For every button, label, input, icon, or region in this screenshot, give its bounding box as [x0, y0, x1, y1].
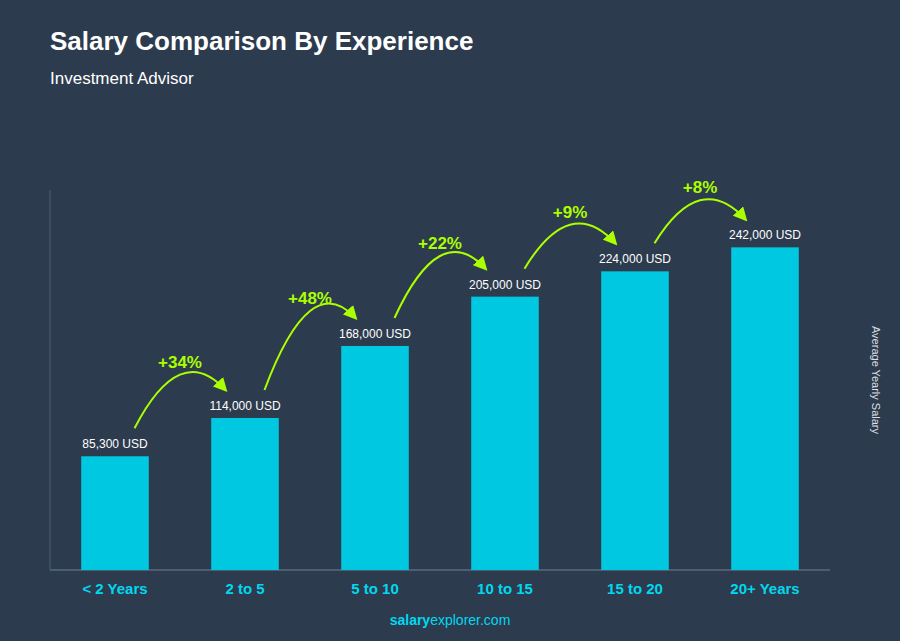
change-label: +22% — [418, 234, 462, 253]
x-axis-line — [50, 570, 830, 571]
chart-svg: Salary Comparison By Experience Investmen… — [0, 0, 900, 641]
value-label: 168,000 USD — [339, 327, 411, 341]
value-label: 114,000 USD — [209, 399, 280, 413]
x-tick-label: 2 to 5 — [225, 580, 264, 597]
chart-container: Salary Comparison By Experience Investmen… — [0, 0, 900, 641]
subtitle: Investment Advisor — [50, 69, 194, 88]
bar — [341, 346, 409, 570]
bar — [81, 456, 149, 570]
change-arrow — [135, 372, 226, 428]
x-tick-label: 5 to 10 — [351, 580, 399, 597]
change-arrow — [655, 199, 746, 243]
background — [0, 0, 900, 641]
watermark: salaryexplorer.com — [390, 612, 511, 628]
change-label: +9% — [553, 203, 588, 222]
title: Salary Comparison By Experience — [50, 26, 473, 56]
y-axis-label: Average Yearly Salary — [870, 326, 882, 435]
bar — [601, 271, 669, 570]
change-label: +8% — [683, 178, 718, 197]
bar — [211, 418, 279, 570]
change-arrow — [265, 303, 356, 390]
bar — [471, 297, 539, 570]
change-arrow — [395, 252, 486, 318]
value-label: 224,000 USD — [599, 252, 671, 266]
bars — [81, 247, 799, 570]
value-label: 85,300 USD — [82, 437, 148, 451]
change-arrow — [525, 223, 616, 268]
change-label: +48% — [288, 289, 332, 308]
value-label: 242,000 USD — [729, 228, 801, 242]
change-annotations: +34% +48% +22% +9% +8% — [135, 178, 746, 428]
x-tick-label: 10 to 15 — [477, 580, 533, 597]
x-tick-label: 15 to 20 — [607, 580, 663, 597]
watermark-part: explorer.com — [430, 612, 510, 628]
watermark-part: salary — [390, 612, 431, 628]
change-label: +34% — [158, 353, 202, 372]
bar — [731, 247, 799, 570]
y-axis-line — [50, 190, 51, 570]
x-tick-label: 20+ Years — [730, 580, 799, 597]
x-tick-label: < 2 Years — [82, 580, 147, 597]
value-label: 205,000 USD — [469, 278, 541, 292]
